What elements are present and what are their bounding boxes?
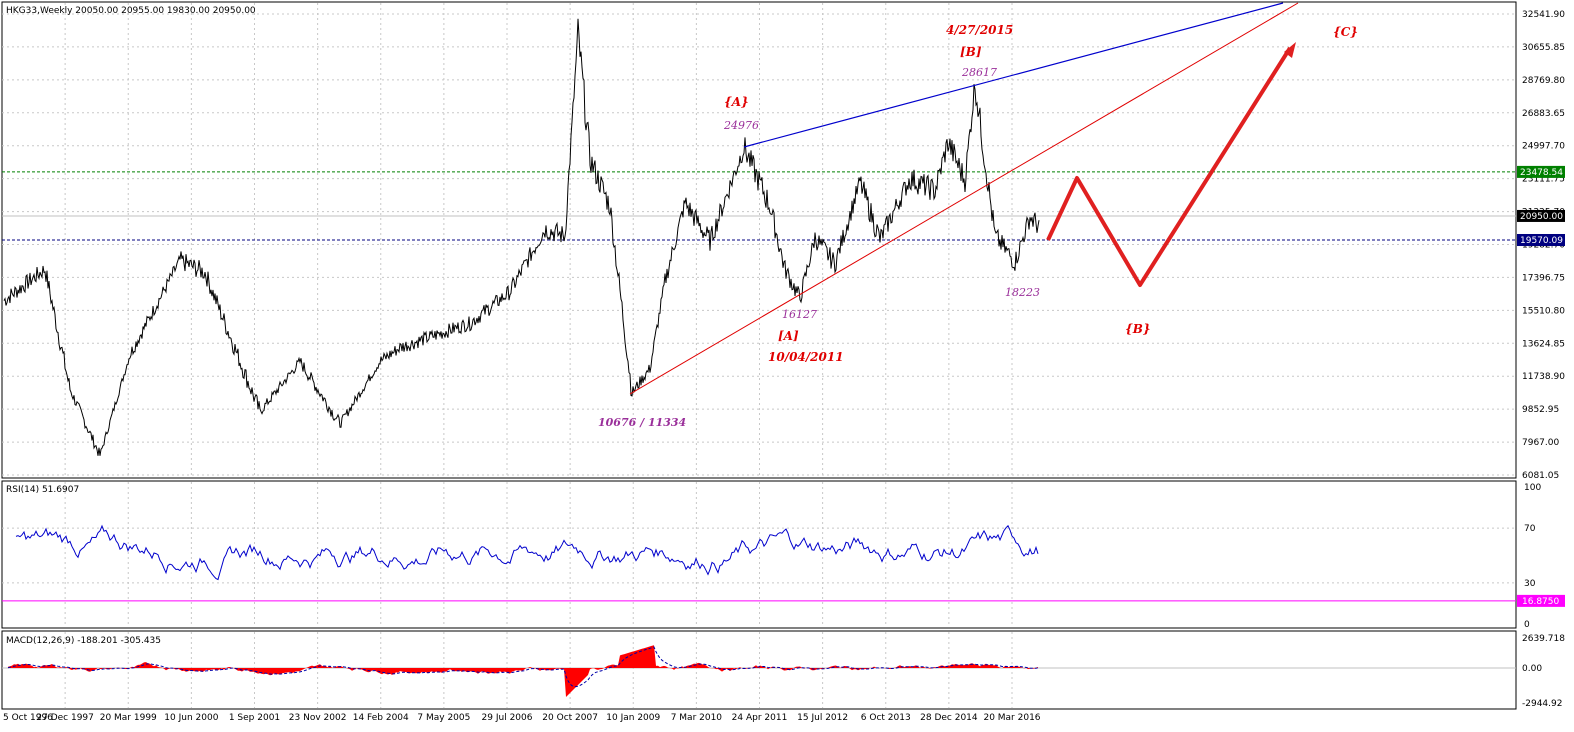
price-axis-label: 28769.80 [1522,76,1565,86]
annotation-date-b: 4/27/2015 [946,23,1013,37]
annotation-date-a: 10/04/2011 [768,350,844,364]
price-axis-label: 6081.05 [1522,471,1559,481]
price-axis-label: 32541.90 [1522,10,1565,20]
annotation-wave-a: [A] [778,329,799,343]
symbol-header: HKG33,Weekly 20050.00 20955.00 19830.00 … [6,6,256,16]
price-series [3,18,1040,456]
price-tag-label: 20950.00 [1520,212,1563,222]
price-tag-box [1517,165,1565,178]
rsi-header: RSI(14) 51.6907 [6,485,79,495]
annotation-high-28617: 28617 [961,66,997,79]
time-axis-label: 7 Mar 2010 [671,713,723,723]
annotation-low-16127: 16127 [782,308,817,321]
price-axis-label: 7967.00 [1522,438,1559,448]
price-tag-label: 23478.54 [1520,168,1563,178]
time-axis-label: 28 Dec 2014 [920,713,978,723]
upper-trendline[interactable] [743,2,1284,148]
price-axis-label: 15510.80 [1522,306,1565,316]
macd-axis-label: -2944.92 [1522,699,1562,709]
time-axis-label: 5 Oct 1996 [3,713,53,723]
time-axis-label: 20 Mar 1999 [100,713,157,723]
projection-path[interactable] [1046,46,1292,287]
macd-axis-label: 0.00 [1522,664,1542,674]
rsi-axis-label: 0 [1524,620,1530,630]
rsi-level-tag-label: 16.8750 [1522,597,1559,607]
price-axis-label: 11738.90 [1522,372,1565,382]
macd-axis-label: 2639.718 [1522,634,1565,644]
price-axis-label: 9852.95 [1522,405,1559,415]
time-axis-label: 10 Jun 2000 [164,713,218,723]
time-axis-label: 6 Oct 2013 [861,713,911,723]
price-axis-label: 17396.75 [1522,273,1565,283]
price-tag-label: 19570.09 [1520,236,1563,246]
macd-header: MACD(12,26,9) -188.201 -305.435 [6,636,161,646]
price-axis-label: 30655.85 [1522,43,1565,53]
time-axis-label: 29 Jul 2006 [482,713,533,723]
price-tag-box [1517,233,1565,246]
time-axis-label: 7 May 2005 [417,713,470,723]
price-axis-label: 13624.85 [1522,339,1565,349]
annotation-wave-a-curly: {A} [724,95,749,109]
time-axis-label: 15 Jul 2012 [797,713,848,723]
rsi-axis-label: 70 [1524,524,1536,534]
price-axis-label: 26883.65 [1522,109,1565,119]
time-axis-label: 24 Apr 2011 [732,713,788,723]
rsi-series [15,524,1039,581]
time-axis-label: 20 Oct 2007 [542,713,598,723]
time-axis-label: 20 Mar 2016 [983,713,1040,723]
rsi-axis-label: 100 [1524,483,1541,493]
price-tag-box [1517,209,1565,222]
annotation-high-24976: 24976 [723,119,759,132]
time-axis-label: 10 Jan 2009 [606,713,660,723]
price-axis-label: 23111.75 [1522,175,1565,185]
macd-signal-line [7,646,1039,688]
annotation-wave-c-curly: {C} [1333,25,1358,39]
time-axis-label: 23 Nov 2002 [289,713,347,723]
projection-arrowhead [1284,42,1296,58]
time-axis-label: 27 Dec 1997 [36,713,94,723]
annotation-wave-b-curly: {B} [1125,322,1151,336]
annotation-wave-b: [B] [960,45,982,59]
price-tags: 23478.54 20950.00 19570.09 16.8750 [1517,165,1565,607]
annotation-low-18223: 18223 [1005,286,1040,299]
time-axis-label: 14 Feb 2004 [353,713,409,723]
rsi-axis-label: 30 [1524,579,1536,589]
price-axis-label: 24997.70 [1522,142,1565,152]
annotation-low-10676: 10676 / 11334 [598,416,686,429]
lower-trendline[interactable] [629,2,1299,395]
time-axis-label: 1 Sep 2001 [229,713,280,723]
rsi-level-tag-box [1517,594,1565,607]
